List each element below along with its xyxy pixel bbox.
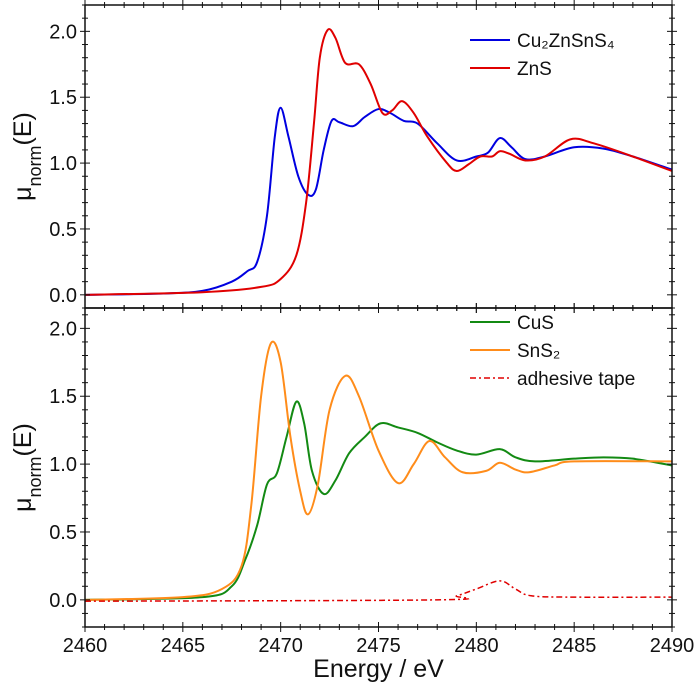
- legend-label: Cu₂ZnSnS₄: [517, 31, 615, 52]
- legend-label: ZnS: [517, 59, 552, 80]
- y-tick-label: 1.0: [49, 153, 77, 175]
- y-tick-label: 0.0: [49, 285, 77, 307]
- series-line-zns: [84, 28, 673, 296]
- y-tick-label: 1.5: [49, 87, 77, 109]
- plot-frame: [84, 307, 673, 628]
- x-tick-label: 2485: [552, 635, 597, 657]
- y-tick-label: 0.5: [49, 522, 77, 544]
- x-tick-label: 2475: [356, 635, 401, 657]
- x-tick-label: 2460: [63, 635, 108, 657]
- legend-label: SnS₂: [517, 341, 560, 362]
- y-axis-title: μnorm(E): [9, 112, 45, 201]
- y-axis-title-base: μ: [9, 497, 37, 511]
- y-tick-label: 0.5: [49, 219, 77, 241]
- y-axis-title: μnorm(E): [9, 423, 45, 512]
- y-axis-title-sub: norm: [25, 145, 45, 186]
- series-line-cus: [84, 400, 673, 601]
- y-tick-label: 1.5: [49, 386, 77, 408]
- y-axis-title-sub: norm: [25, 456, 45, 497]
- x-tick-label: 2490: [650, 635, 695, 657]
- y-tick-label: 0.0: [49, 590, 77, 612]
- x-tick-label: 2465: [161, 635, 206, 657]
- y-tick-label: 1.0: [49, 454, 77, 476]
- x-axis-title: Energy / eV: [313, 655, 444, 683]
- y-tick-label: 2.0: [49, 318, 77, 340]
- y-axis-title-base: μ: [9, 186, 37, 200]
- series-line-cu-znsns-: [84, 106, 673, 296]
- x-tick-label: 2470: [258, 635, 303, 657]
- x-tick-label: 2480: [454, 635, 499, 657]
- series-line-sns-: [84, 340, 673, 601]
- series-line-adhesive-tape: [84, 580, 673, 602]
- y-axis-title-rest: (E): [9, 112, 37, 145]
- legend-label: adhesive tape: [517, 369, 635, 390]
- legend-label: CuS: [517, 313, 554, 334]
- y-axis-title-rest: (E): [9, 423, 37, 456]
- panel-bottom: CuS SnS₂ adhesive tape 0.0 0.5 1.0 1.5 2.0 2460 2…: [9, 303, 694, 683]
- y-tick-label: 2.0: [49, 21, 77, 43]
- panel-top: Cu₂ZnSnS₄ ZnS 0.0 0.5 1.0 1.5 2.0 μnorm(E): [9, 0, 677, 313]
